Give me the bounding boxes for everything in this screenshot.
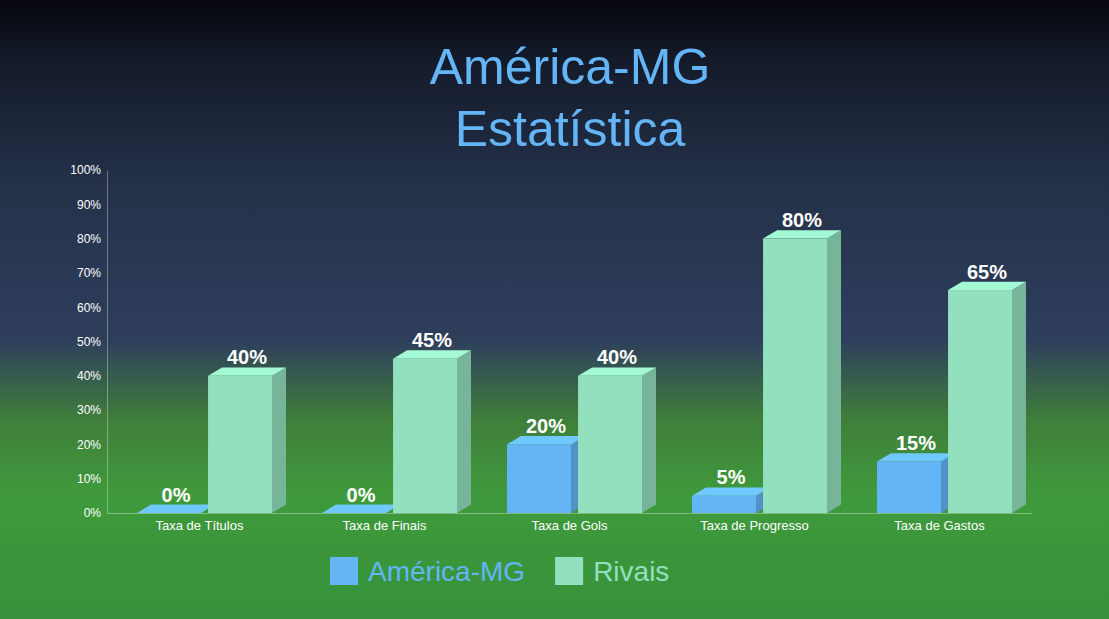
title: América-MG Estatística (430, 39, 711, 157)
y-tick-label: 0% (84, 506, 102, 520)
x-axis-line (108, 513, 1033, 514)
x-tick: Taxa de Progresso (700, 513, 808, 533)
y-tick: 60% (77, 301, 107, 315)
bar (948, 290, 1012, 513)
data-label: 20% (526, 415, 566, 437)
y-tick: 40% (77, 369, 107, 383)
bar-side (272, 367, 286, 513)
y-tick: 0% (84, 506, 107, 520)
title-line: Estatística (455, 101, 686, 157)
bar-top (763, 230, 841, 238)
y-axis-line (107, 171, 108, 514)
y-tick-label: 100% (70, 163, 101, 177)
x-tick: Taxa de Finais (343, 513, 427, 533)
y-tick-label: 60% (77, 301, 101, 315)
x-axis: Taxa de Títulos Taxa de Finais Taxa de Gol… (108, 513, 1033, 533)
x-tick: Taxa de Gastos (894, 513, 985, 533)
legend-swatch (330, 557, 358, 585)
bar (507, 444, 571, 513)
y-tick-label: 10% (77, 472, 101, 486)
y-tick: 30% (77, 403, 107, 417)
x-tick: Taxa de Gols (532, 513, 608, 533)
data-label: 40% (227, 346, 267, 368)
bar-top (948, 282, 1026, 290)
title-line: América-MG (430, 39, 711, 95)
bar (208, 376, 272, 513)
bar (578, 376, 642, 513)
bar (763, 239, 827, 513)
data-label: 45% (412, 329, 452, 351)
y-tick: 70% (77, 266, 107, 280)
y-tick: 80% (77, 232, 107, 246)
x-tick: Taxa de Títulos (156, 513, 244, 533)
data-label: 0% (162, 484, 191, 506)
legend-label: Rivais (593, 556, 669, 587)
bar-top (507, 436, 585, 444)
bar-top (322, 505, 400, 513)
legend-swatch (555, 557, 583, 585)
x-tick-label: Taxa de Títulos (156, 518, 244, 533)
x-tick-label: Taxa de Finais (343, 518, 427, 533)
y-tick-label: 30% (77, 403, 101, 417)
data-label: 0% (347, 484, 376, 506)
y-tick-label: 90% (77, 198, 101, 212)
y-tick: 100% (70, 163, 107, 177)
y-axis: 0% 10% 20% 30% 40% 50% 60% 70% 80% 90% 100% (70, 163, 107, 520)
y-tick: 90% (77, 198, 107, 212)
bar-top (578, 367, 656, 375)
x-tick-label: Taxa de Gols (532, 518, 608, 533)
bar (322, 513, 386, 514)
y-tick-label: 70% (77, 266, 101, 280)
legend-item: América-MG (330, 556, 525, 587)
bar (137, 513, 201, 514)
data-label: 80% (782, 209, 822, 231)
bar-side (1012, 282, 1026, 513)
x-tick-label: Taxa de Progresso (700, 518, 808, 533)
bar-top (208, 367, 286, 375)
bar-top (692, 487, 770, 495)
data-label: 15% (896, 432, 936, 454)
y-tick-label: 80% (77, 232, 101, 246)
bar (393, 359, 457, 513)
legend-label: América-MG (368, 556, 525, 587)
bar-top (877, 453, 955, 461)
chart: América-MG Estatística 0% 10% 20% 30% 40% 50% 60… (0, 0, 1109, 619)
y-tick: 10% (77, 472, 107, 486)
bar (692, 496, 756, 513)
y-tick: 20% (77, 438, 107, 452)
bar-top (137, 505, 215, 513)
y-tick-label: 40% (77, 369, 101, 383)
bar-side (642, 367, 656, 513)
data-labels: 0% 0% 20% 5% 15% 40% 45% 40% 80% 65% (162, 209, 1008, 505)
bars (137, 230, 1026, 513)
bar (877, 462, 941, 513)
data-label: 40% (597, 346, 637, 368)
data-label: 5% (717, 466, 746, 488)
legend-item: Rivais (555, 556, 669, 587)
y-tick-label: 20% (77, 438, 101, 452)
y-tick: 50% (77, 335, 107, 349)
bar-side (457, 350, 471, 513)
bar-top (393, 350, 471, 358)
y-tick-label: 50% (77, 335, 101, 349)
legend: América-MG Rivais (330, 556, 669, 587)
data-label: 65% (967, 261, 1007, 283)
bar-side (827, 230, 841, 513)
x-tick-label: Taxa de Gastos (894, 518, 985, 533)
